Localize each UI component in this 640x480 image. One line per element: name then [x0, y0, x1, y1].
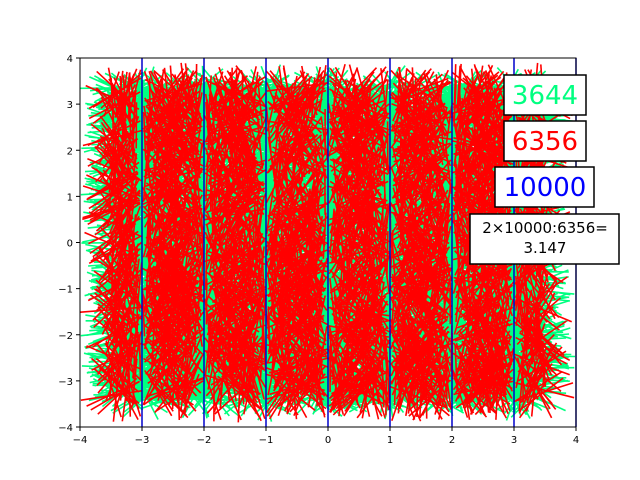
needle-layer — [80, 62, 576, 423]
